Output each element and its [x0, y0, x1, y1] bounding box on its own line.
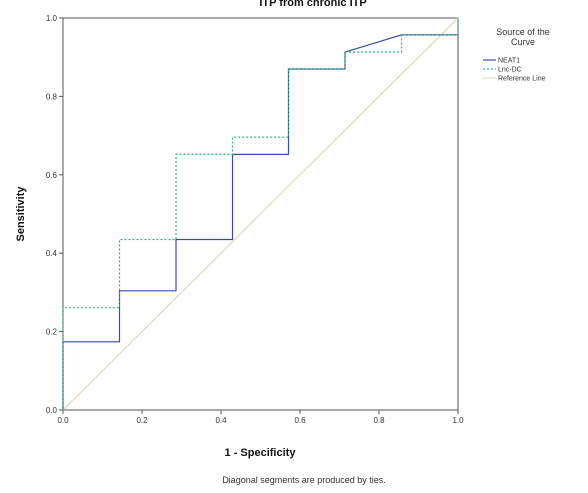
y-tick-label: 1.0: [46, 14, 58, 23]
y-tick-label: 0.4: [46, 249, 58, 258]
x-tick-label: 0.6: [294, 416, 306, 425]
legend-label: NEAT1: [498, 58, 520, 65]
plot-lines: [62, 17, 459, 411]
legend-label: Lnc-DC: [498, 67, 522, 74]
y-tick-label: 0.6: [46, 171, 58, 180]
x-axis-title: 1 - Specificity: [225, 447, 297, 459]
series-line-reference-line: [62, 17, 459, 411]
legend-title-line-2: Curve: [511, 37, 535, 47]
x-axis: 0.0 0.2 0.4 0.6 0.8 1.0: [57, 410, 464, 425]
series-line-lnc-dc: [62, 18, 459, 410]
y-tick-label: 0.0: [46, 406, 58, 415]
x-tick-label: 0.8: [373, 416, 385, 425]
legend-label: Reference Line: [498, 76, 546, 83]
y-axis-title: Sensitivity: [15, 186, 27, 242]
x-tick-label: 1.0: [452, 416, 464, 425]
x-tick-label: 0.4: [215, 416, 227, 425]
x-tick-label: 0.0: [57, 416, 69, 425]
y-tick-label: 0.2: [46, 328, 58, 337]
y-tick-label: 0.8: [46, 92, 58, 101]
legend-title-line-1: Source of the: [496, 27, 550, 37]
legend: Source of the Curve NEAT1 Lnc-DC Reference…: [483, 27, 550, 83]
x-tick-label: 0.2: [136, 416, 148, 425]
footnote: Diagonal segments are produced by ties.: [222, 475, 386, 485]
y-axis: 0.0 0.2 0.4 0.6 0.8 1.0: [46, 14, 63, 415]
chart-title: ITP from chronic ITP: [259, 0, 366, 9]
legend-items: NEAT1 Lnc-DC Reference Line: [483, 58, 546, 83]
